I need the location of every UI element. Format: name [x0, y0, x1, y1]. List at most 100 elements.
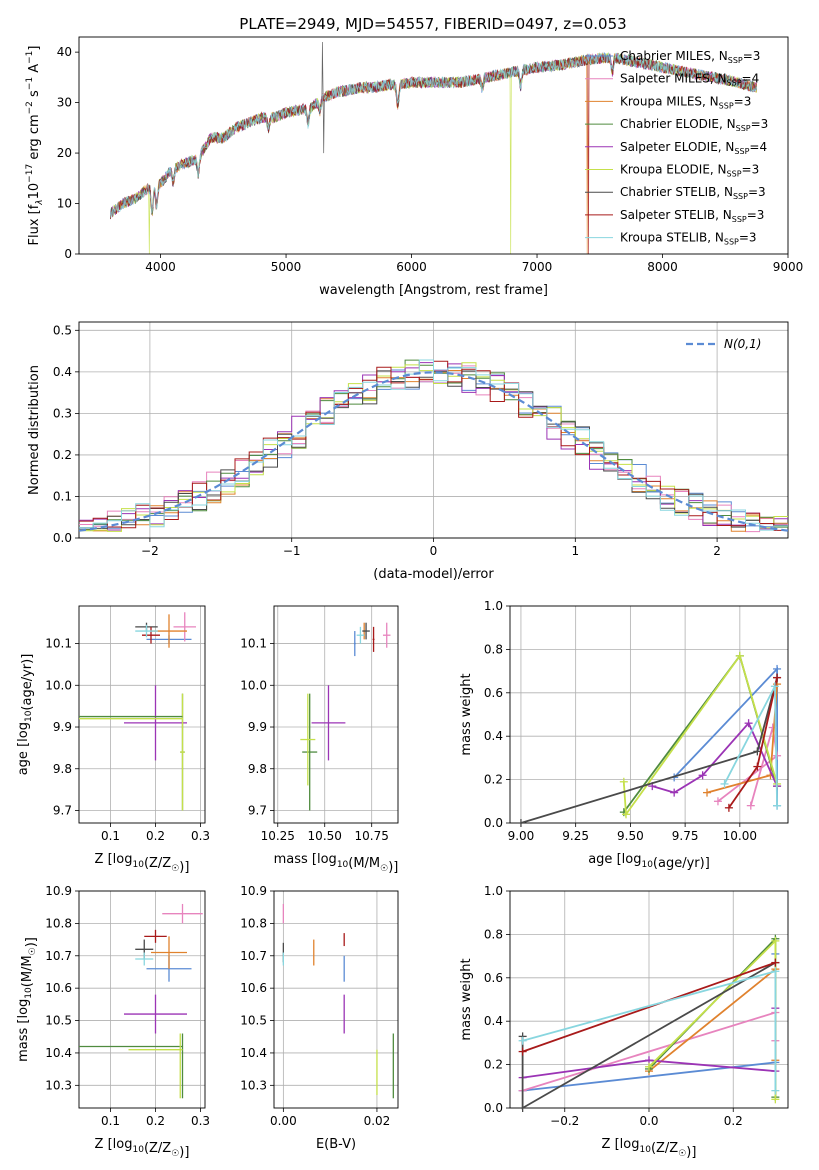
y-tick-label: 0.2: [484, 773, 503, 787]
label-part: A: [27, 64, 42, 77]
y-tick-label: 9.7: [53, 803, 72, 817]
y-tick-label: 40: [57, 45, 72, 59]
figure-title: PLATE=2949, MJD=54557, FIBERID=0497, z=0…: [239, 15, 626, 33]
label-part: log: [113, 1137, 133, 1152]
y-tick-label: 0.4: [53, 365, 72, 379]
axis-label: mass [log10(M/M☉)]: [16, 937, 39, 1062]
x-tick-label: 0.2: [146, 1114, 165, 1128]
label-part: )]: [179, 1145, 189, 1160]
label-part: (Z/Z: [144, 1141, 171, 1156]
label-subscript: 10: [24, 710, 34, 722]
legend-text: =4: [742, 72, 760, 86]
y-tick-label: 10.1: [240, 637, 267, 651]
y-tick-label: 0.4: [484, 729, 503, 743]
weight-line-ch_stelib: [520, 677, 778, 824]
legend-text: Salpeter STELIB, N: [620, 208, 732, 222]
label-part: mass [: [274, 852, 317, 867]
y-tick-label: 10.5: [240, 1014, 267, 1028]
x-tick-label: 5000: [271, 260, 302, 274]
label-part: ]: [27, 46, 42, 51]
y-tick-label: 10.6: [240, 981, 267, 995]
legend-label-ch_miles: Chabrier MILES, NSSP=3: [620, 49, 760, 65]
x-tick-label: 0.2: [146, 829, 165, 843]
legend-text: Chabrier MILES, N: [620, 49, 728, 63]
histogram-panel: −2 −1 0 1 2 0.0 0.1 0.2 0.3 0.4 0.5 N(0,1) (data-mod…: [27, 321, 789, 582]
label-superscript: −1: [25, 51, 35, 64]
axes-frame: [78, 605, 206, 824]
legend-label-kr_elodie: Kroupa ELODIE, NSSP=3: [620, 163, 759, 179]
y-tick-label: 10.1: [45, 637, 72, 651]
y-tick-label: 20: [57, 146, 72, 160]
legend-text: =4: [749, 140, 767, 154]
x-tick-label: 2: [713, 544, 721, 558]
y-tick-label: 0.6: [484, 686, 503, 700]
label-subscript: λ: [35, 199, 45, 205]
label-subscript: ☉: [171, 1149, 179, 1159]
y-tick-label: 9.9: [248, 720, 267, 734]
spectrum-line-kr_stelib: [110, 52, 757, 218]
legend-label-ch_stelib: Chabrier STELIB, NSSP=3: [620, 185, 766, 201]
y-tick-label: 0.6: [484, 971, 503, 985]
y-tick-label: 10: [57, 197, 72, 211]
legend-text: Chabrier ELODIE, N: [620, 117, 736, 131]
x-tick-label: 9000: [773, 260, 804, 274]
axes-frame: [273, 605, 399, 824]
legend-text: Kroupa STELIB, N: [620, 231, 724, 245]
axis-label: mass [log10(M/M☉)]: [274, 852, 399, 875]
label-subscript: 10: [24, 987, 34, 999]
histogram-step-kr_stelib: [79, 359, 788, 531]
weight-line-sa_miles: [717, 727, 779, 806]
y-tick-label: 0.8: [484, 642, 503, 656]
legend-text: =3: [739, 231, 757, 245]
y-tick-label: 10.7: [240, 949, 267, 963]
y-tick-label: 0.4: [484, 1014, 503, 1028]
y-axis-label: mass weight: [459, 673, 474, 755]
legend-text: =3: [751, 117, 769, 131]
legend-subscript: SSP: [734, 147, 749, 156]
weight-line-sa_stelib: [522, 961, 776, 1053]
label-part: log: [113, 852, 133, 867]
x-tick-label: 0.1: [101, 829, 120, 843]
legend-label-ch_elodie: Chabrier ELODIE, NSSP=3: [620, 117, 768, 133]
label-part: (M/M: [20, 955, 35, 987]
legend-subscript: SSP: [732, 215, 747, 224]
x-tick-label: 10.25: [261, 829, 295, 843]
label-part: s: [27, 90, 42, 101]
y-axis-label: Flux [fλ10−17 erg cm−2 s−1 A−1]: [25, 46, 45, 246]
x-axis-label: (data-model)/error: [373, 567, 494, 582]
axis-label: Z [log10(Z/Z☉)]: [602, 1137, 697, 1160]
spectrum-panel: 4000 5000 6000 7000 8000 9000 0 10 20 30 40 wavelen…: [25, 36, 804, 298]
x-tick-label: 0.02: [364, 1114, 391, 1128]
legend-text: Kroupa MILES, N: [620, 94, 719, 108]
label-part: log: [317, 852, 337, 867]
label-part: 10: [27, 183, 42, 200]
y-tick-label: 10.5: [45, 1014, 72, 1028]
y-tick-label: 10.9: [45, 884, 72, 898]
massweight-vs-Z-panel: −0.2 0.0 0.2 0.0 0.2 0.4 0.6 0.8 1.0 Z [log10(Z/Z…: [459, 884, 789, 1160]
legend-subscript: SSP: [728, 56, 743, 65]
age-vs-Z-panel: 0.1 0.2 0.39.79.89.910.010.1Z [log10(Z/Z☉)…: [16, 605, 210, 875]
legend-label-gaussian: N(0,1): [724, 337, 761, 351]
y-tick-label: 10.0: [45, 678, 72, 692]
label-part: (Z/Z: [651, 1141, 678, 1156]
label-part: age [: [16, 742, 31, 775]
x-tick-label: 8000: [647, 260, 678, 274]
label-part: Z [: [95, 852, 113, 867]
y-tick-label: 0.1: [53, 489, 72, 503]
label-subscript: ☉: [678, 1149, 686, 1159]
x-tick-label: 9.25: [562, 829, 589, 843]
x-tick-label: −1: [283, 544, 301, 558]
y-tick-label: 10.0: [240, 678, 267, 692]
x-tick-label: 9.50: [617, 829, 644, 843]
axes-frame: [78, 36, 789, 255]
label-subscript: 10: [641, 860, 653, 870]
x-tick-label: 0.3: [191, 829, 210, 843]
label-superscript: −1: [25, 77, 35, 90]
legend-subscript: SSP: [724, 238, 739, 247]
y-tick-label: 0.8: [484, 927, 503, 941]
x-tick-label: 7000: [522, 260, 553, 274]
y-axis-label: mass weight: [459, 958, 474, 1040]
x-tick-label: 0.0: [639, 1114, 658, 1128]
label-part: (age/yr)]: [653, 856, 710, 871]
mass-vs-Z-panel: 0.1 0.2 0.3 10.3 10.4 10.5 10.6 10.7 10.8 10.9 Z […: [16, 884, 210, 1160]
